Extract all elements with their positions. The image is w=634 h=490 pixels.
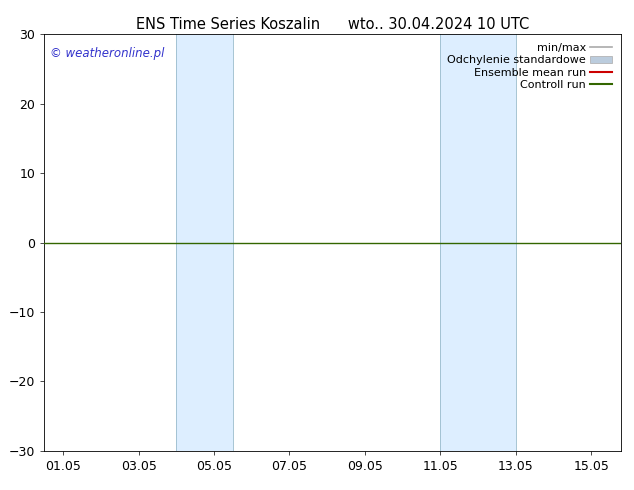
Bar <box>176 34 233 451</box>
Title: ENS Time Series Koszalin      wto.. 30.04.2024 10 UTC: ENS Time Series Koszalin wto.. 30.04.202… <box>136 17 529 32</box>
Text: © weatheronline.pl: © weatheronline.pl <box>50 47 165 60</box>
Bar <box>441 34 515 451</box>
Legend: min/max, Odchylenie standardowe, Ensemble mean run, Controll run: min/max, Odchylenie standardowe, Ensembl… <box>444 40 616 93</box>
